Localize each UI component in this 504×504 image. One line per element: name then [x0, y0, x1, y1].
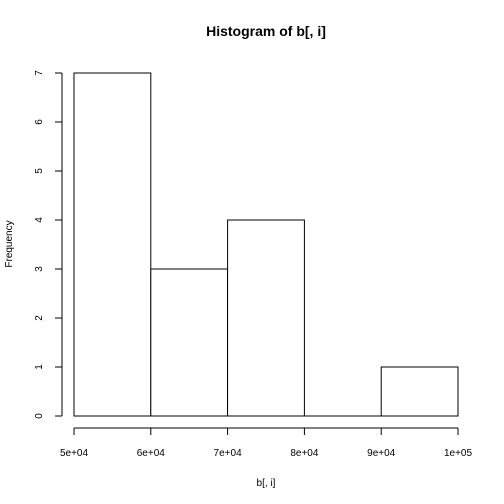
- x-axis-label: b[, i]: [257, 478, 276, 489]
- bars-group: [73, 72, 459, 417]
- y-tick-label: 2: [34, 315, 45, 321]
- y-axis-label: Frequency: [4, 220, 15, 267]
- x-tick-label: 6e+04: [137, 448, 166, 459]
- y-tick-label: 3: [34, 266, 45, 272]
- x-tick-label: 8e+04: [290, 448, 319, 459]
- y-tick-label: 7: [34, 70, 45, 76]
- x-tick-label: 5e+04: [60, 448, 89, 459]
- y-tick-label: 4: [34, 217, 45, 223]
- y-tick-label: 6: [34, 119, 45, 125]
- y-tick-label: 1: [34, 364, 45, 370]
- histogram-bar-1: [150, 268, 229, 417]
- y-tick-label: 0: [34, 413, 45, 419]
- histogram-bar-4: [380, 366, 459, 417]
- x-tick-label: 9e+04: [367, 448, 396, 459]
- x-axis: 5e+04 6e+04 7e+04 8e+04 9e+04 1e+05: [60, 427, 473, 459]
- histogram-bar-0: [73, 72, 152, 417]
- chart-title: Histogram of b[, i]: [206, 23, 326, 39]
- x-tick-label: 7e+04: [214, 448, 243, 459]
- x-tick-label: 1e+05: [444, 448, 473, 459]
- y-axis: 0 1 2 3 4 5 6 7: [34, 70, 63, 419]
- histogram-bar-2: [227, 219, 305, 417]
- y-tick-label: 5: [34, 168, 45, 174]
